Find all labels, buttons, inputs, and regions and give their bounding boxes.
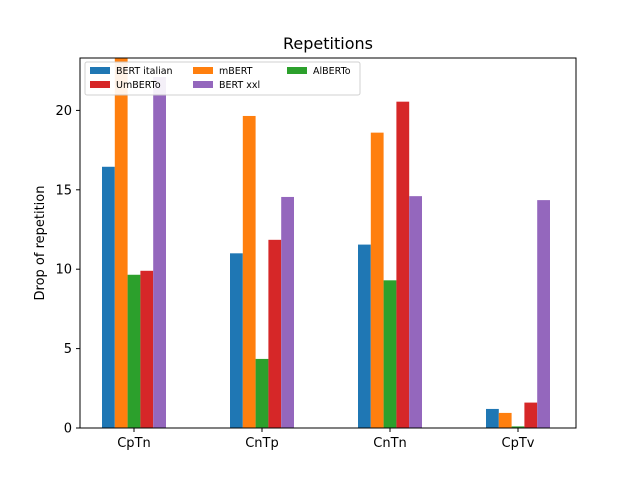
bar-umberto-cntp bbox=[268, 239, 282, 428]
legend-label: BERT xxl bbox=[219, 80, 260, 91]
y-tick-label: 10 bbox=[55, 263, 72, 278]
y-tick-label: 0 bbox=[64, 422, 72, 437]
bar-umberto-cptn bbox=[140, 270, 154, 428]
y-tick-label: 20 bbox=[55, 104, 72, 119]
y-axis-label: Drop of repetition bbox=[33, 186, 48, 301]
bar-mbert-cntp bbox=[242, 115, 256, 429]
chart-title: Repetitions bbox=[283, 34, 373, 53]
x-tick-label: CnTp bbox=[245, 436, 279, 451]
bar-bert-italian-cntn bbox=[358, 244, 371, 428]
legend-label: BERT italian bbox=[116, 66, 173, 77]
y-axis-ticks: 0 5 10 15 20 bbox=[55, 104, 80, 437]
legend-swatch bbox=[90, 81, 110, 88]
bar-alberto-cptn bbox=[127, 274, 141, 428]
x-tick-label: CpTn bbox=[117, 436, 151, 451]
x-axis-ticks: CpTn CnTp CnTn CpTv bbox=[117, 428, 535, 451]
legend-label: AlBERTo bbox=[313, 66, 351, 77]
bar-bert-xxl-cntn bbox=[409, 196, 422, 428]
bar-bert-italian-cptv bbox=[486, 408, 499, 428]
bar-alberto-cntn bbox=[383, 280, 397, 428]
legend-swatch bbox=[287, 67, 307, 74]
y-tick-label: 15 bbox=[55, 183, 72, 198]
legend-swatch bbox=[193, 81, 213, 88]
bar-bert-xxl-cptv bbox=[537, 200, 550, 428]
bar-umberto-cptv bbox=[524, 402, 538, 428]
bar-mbert-cptn bbox=[114, 58, 128, 428]
bar-alberto-cptv bbox=[511, 426, 525, 428]
plot-frame bbox=[79, 57, 577, 429]
legend: BERT italian mBERT AlBERTo UmBERTo BERT xxl bbox=[84, 61, 361, 96]
x-tick-label: CpTv bbox=[502, 436, 535, 451]
bar-umberto-cntn bbox=[396, 101, 410, 429]
bar-bert-xxl-cntp bbox=[281, 196, 294, 428]
x-tick-label: CnTn bbox=[373, 436, 407, 451]
bar-bert-italian-cptn bbox=[102, 166, 115, 428]
bar-alberto-cntp bbox=[255, 358, 269, 428]
legend-label: UmBERTo bbox=[116, 80, 161, 91]
legend-label: mBERT bbox=[219, 66, 253, 77]
bar-mbert-cptv bbox=[498, 412, 512, 428]
bar-bert-italian-cntp bbox=[230, 253, 243, 428]
bar-bert-xxl-cptn bbox=[153, 77, 166, 428]
legend-swatch bbox=[90, 67, 110, 74]
legend-swatch bbox=[193, 67, 213, 74]
bar-mbert-cntn bbox=[370, 132, 384, 428]
y-tick-label: 5 bbox=[64, 342, 72, 357]
bars-layer bbox=[102, 58, 550, 429]
